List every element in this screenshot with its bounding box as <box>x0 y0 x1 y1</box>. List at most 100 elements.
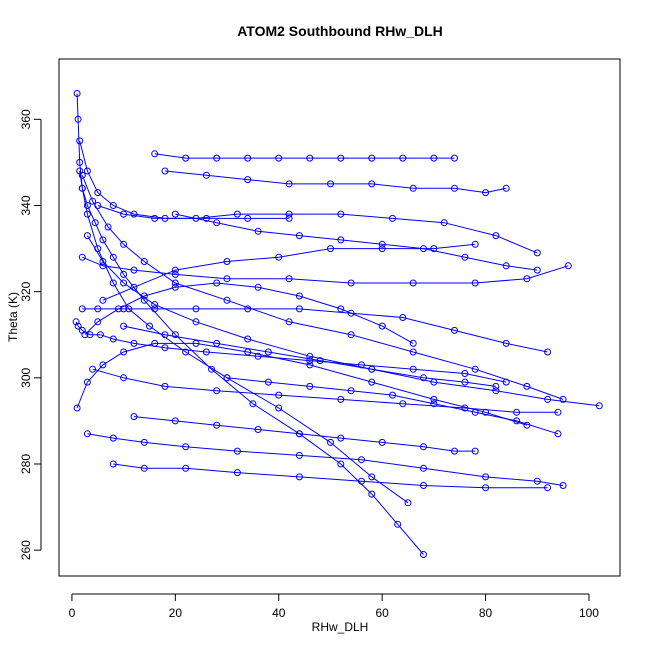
series-5-point <box>492 387 500 395</box>
series-5-point <box>99 258 107 265</box>
series-18-point <box>213 279 221 287</box>
series-4-point <box>140 258 148 265</box>
series-17-point <box>202 214 210 222</box>
series-18-point <box>140 292 148 300</box>
series-7-point <box>358 456 365 464</box>
series-3-point <box>275 154 283 162</box>
series-8-point <box>295 473 303 481</box>
series-9-point <box>223 275 231 283</box>
series-3-point <box>151 150 159 158</box>
series-15-point <box>420 374 427 382</box>
series-12-point <box>399 314 407 321</box>
series-2-point <box>409 365 417 373</box>
series-5-point <box>244 335 252 343</box>
series-6-point <box>430 395 438 403</box>
series-8-line <box>113 463 548 489</box>
series-2-point <box>254 352 262 360</box>
series-4-point <box>409 348 417 356</box>
series-13-point <box>120 374 128 382</box>
plot-area <box>72 90 603 558</box>
series-10-point <box>451 184 458 192</box>
series-8-point <box>358 477 365 485</box>
series-1-point <box>404 499 412 507</box>
series-3-point <box>451 154 458 162</box>
series-0-point <box>74 115 82 123</box>
series-3-point <box>368 154 376 162</box>
series-11-point <box>285 210 293 218</box>
series-18-point <box>337 305 345 313</box>
series-11-point <box>337 210 345 218</box>
y-tick-label: 280 <box>19 454 33 474</box>
series-6-point <box>368 378 376 386</box>
series-1-point <box>109 279 117 287</box>
series-9-point <box>564 262 572 270</box>
series-14-point <box>223 258 231 265</box>
y-tick-label: 340 <box>19 195 33 215</box>
series-16-point <box>378 438 386 446</box>
series-15-point <box>120 322 128 330</box>
series-11-point <box>233 210 241 218</box>
series-15-point <box>161 331 169 339</box>
series-11-point <box>389 214 396 222</box>
series-2-point <box>74 322 82 330</box>
series-11-point <box>120 210 128 218</box>
series-10-point <box>502 184 510 192</box>
series-2-point <box>72 318 80 326</box>
series-14-point <box>378 245 386 253</box>
y-tick-label: 320 <box>19 281 33 301</box>
series-4-point <box>471 365 479 373</box>
series-16-line <box>133 416 476 452</box>
series-16-point <box>337 434 345 442</box>
plot-frame <box>58 58 621 577</box>
series-17-point <box>76 137 84 145</box>
series-7-point <box>83 430 91 438</box>
series-1-point <box>182 348 190 356</box>
series-9-point <box>409 279 417 287</box>
series-13-point <box>461 404 469 412</box>
series-11-point <box>151 214 159 222</box>
series-20-point <box>513 417 521 425</box>
series-7-point <box>233 447 241 455</box>
series-13-point <box>399 400 407 408</box>
series-8-point <box>182 464 190 472</box>
series-14-point <box>327 245 334 253</box>
x-axis-label: RHw_DLH <box>312 620 369 634</box>
series-5-point <box>83 232 91 240</box>
series-9-point <box>523 275 531 283</box>
series-17-point <box>94 189 102 197</box>
series-10-point <box>482 189 490 197</box>
series-17-point <box>109 202 117 209</box>
series-17-point <box>130 210 138 218</box>
series-1-point <box>368 473 376 481</box>
series-17-line <box>79 140 290 219</box>
series-9-point <box>78 253 86 261</box>
series-17-point <box>161 214 169 222</box>
series-2-point <box>161 344 169 352</box>
y-axis-label: Theta (K) <box>6 292 20 342</box>
series-7-line <box>87 433 564 486</box>
series-2-point <box>96 331 104 339</box>
series-19-point <box>254 227 262 235</box>
series-14-point <box>99 296 107 304</box>
series-16-point <box>295 430 303 438</box>
series-17-point <box>285 214 293 222</box>
series-5-point <box>151 301 159 309</box>
x-tick-label: 0 <box>69 606 76 620</box>
series-14-line <box>102 243 476 301</box>
series-14-point <box>430 245 438 253</box>
series-14-point <box>471 240 479 248</box>
series-8-point <box>420 482 427 489</box>
series-3-point <box>182 154 190 162</box>
series-0-point <box>120 270 128 278</box>
series-18-point <box>94 318 102 326</box>
series-19-point <box>420 245 427 253</box>
series-0-point <box>394 520 402 528</box>
series-19-point <box>378 240 386 248</box>
series-7-point <box>182 443 190 451</box>
series-13-line <box>92 368 558 413</box>
series-16-point <box>213 421 221 429</box>
series-10-point <box>202 171 210 179</box>
series-0-point <box>337 460 345 468</box>
series-12-point <box>192 305 200 313</box>
series-0-point <box>73 90 81 97</box>
